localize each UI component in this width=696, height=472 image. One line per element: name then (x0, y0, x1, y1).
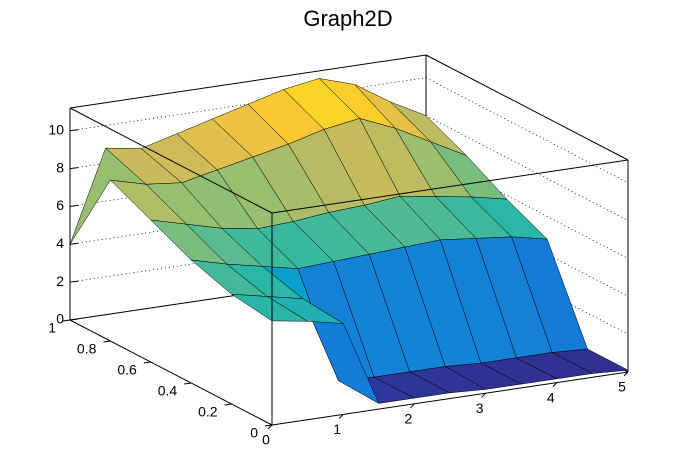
y-tick (224, 403, 232, 406)
x-tick-label: 1 (333, 421, 341, 437)
box-edge (69, 54, 427, 109)
z-tick (69, 129, 79, 132)
x-tick (267, 424, 273, 430)
z-tick (69, 280, 79, 283)
box-edge (425, 54, 629, 161)
x-tick (338, 414, 344, 419)
x-tick-label: 3 (476, 400, 484, 416)
z-tick-label: 4 (56, 235, 64, 251)
z-tick-label: 2 (56, 273, 64, 289)
x-tick-label: 0 (262, 432, 270, 448)
surface-cell (231, 293, 308, 322)
y-tick-label: 0.4 (158, 383, 178, 399)
y-tick-label: 1 (48, 320, 56, 336)
z-tick (69, 167, 79, 170)
y-tick-label: 0 (250, 425, 258, 441)
z-tick-label: 8 (56, 159, 64, 175)
chart-title: Graph2D (303, 6, 392, 31)
x-tick (623, 371, 629, 377)
y-tick-label: 0.8 (77, 341, 97, 357)
y-tick-label: 0.2 (198, 404, 218, 420)
y-tick (143, 361, 151, 364)
y-tick (184, 382, 192, 385)
z-tick-label: 6 (56, 197, 64, 213)
y-tick (264, 424, 273, 427)
x-tick-label: 2 (405, 411, 413, 427)
y-tick (103, 340, 111, 343)
z-tick (69, 318, 79, 321)
box-edge (69, 319, 273, 426)
x-tick (552, 382, 558, 387)
box-edge (271, 371, 629, 426)
x-tick-label: 5 (618, 379, 626, 395)
z-tick-label: 0 (56, 311, 64, 327)
z-tick-label: 10 (48, 121, 64, 137)
y-tick (62, 319, 71, 322)
z-tick (69, 204, 79, 207)
x-tick (410, 403, 415, 409)
z-tick (69, 242, 79, 245)
box-edge (69, 107, 273, 214)
box-edge (271, 159, 629, 214)
x-tick (481, 392, 486, 398)
x-tick-label: 4 (547, 389, 555, 405)
y-tick-label: 0.6 (117, 362, 137, 378)
